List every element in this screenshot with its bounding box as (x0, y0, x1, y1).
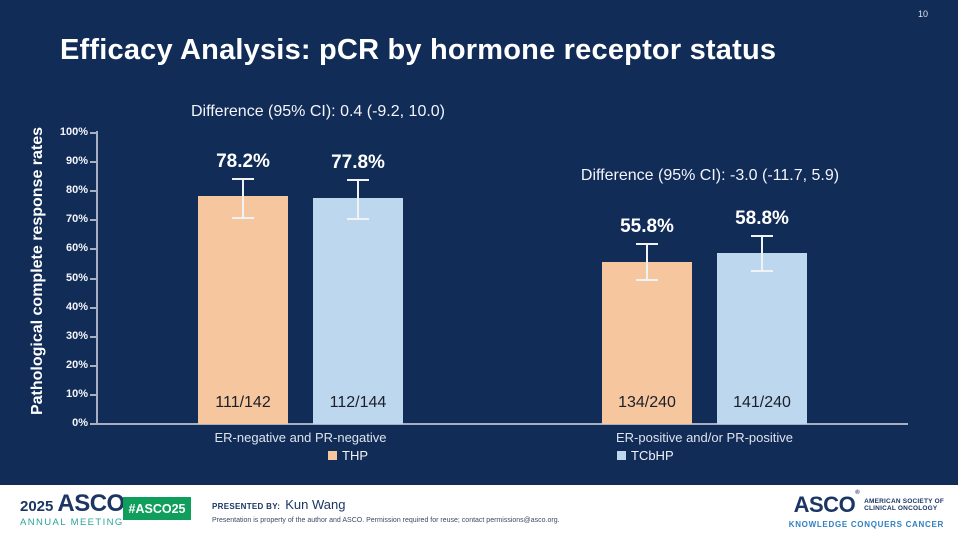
page-number: 10 (917, 9, 928, 19)
count-label: 141/240 (733, 393, 791, 411)
society-line1: AMERICAN SOCIETY OF (864, 497, 944, 505)
error-bar-stem (242, 177, 244, 220)
y-tick-label: 70% (65, 213, 88, 226)
y-tick-label: 30% (65, 329, 88, 342)
value-label: 58.8% (735, 207, 789, 229)
meeting-year: 2025 (20, 498, 54, 515)
difference-annotation-er-positive: Difference (95% CI): -3.0 (-11.7, 5.9) (580, 167, 840, 184)
y-tick-mark (90, 335, 97, 338)
society-name: AMERICAN SOCIETY OF CLINICAL ONCOLOGY (864, 498, 944, 513)
y-tick-mark (90, 161, 97, 164)
asco-wordmark-right: ASCO® (793, 490, 860, 517)
difference-annotation-er-negative: Difference (95% CI): 0.4 (-9.2, 10.0) (190, 103, 446, 120)
value-label: 77.8% (331, 151, 385, 173)
y-tick-label: 50% (65, 271, 88, 284)
society-line2: CLINICAL ONCOLOGY (864, 505, 938, 512)
y-tick-mark (90, 306, 97, 309)
plot-area: 111/142 78.2% 134/240 55.8% 112/144 77.8% 141/… (59, 126, 807, 429)
asco-tagline: KNOWLEDGE CONQUERS CANCER (788, 520, 944, 529)
y-tick-label: 100% (59, 126, 88, 138)
error-bar (751, 234, 773, 272)
hashtag-badge: #ASCO25 (123, 497, 191, 520)
asco-society-logo: ASCO® AMERICAN SOCIETY OF CLINICAL ONCOL… (788, 490, 944, 529)
error-bar-stem (761, 234, 763, 272)
y-tick-label: 0% (72, 417, 88, 429)
x-axis-line (96, 423, 908, 425)
legend-swatch-thp (328, 451, 337, 460)
y-tick-label: 20% (65, 358, 88, 371)
error-bar (347, 178, 369, 221)
legend-label-thp: THP (342, 448, 368, 463)
y-tick-mark (90, 423, 97, 425)
y-tick-label: 60% (65, 242, 88, 255)
y-tick-mark (90, 132, 97, 134)
legend-item-thp: THP (328, 448, 368, 463)
count-label: 112/144 (329, 393, 387, 411)
y-tick-mark (90, 190, 97, 193)
slide-title: Efficacy Analysis: pCR by hormone recept… (60, 34, 777, 66)
error-bar-stem (646, 243, 648, 281)
error-bar (636, 243, 658, 281)
bar-tcbhp-group1: 112/144 (313, 197, 403, 424)
asco-wordmark-left: ASCO® (57, 492, 129, 516)
footer: 2025 ASCO® ANNUAL MEETING #ASCO25 PRESEN… (0, 485, 958, 539)
legend-label-tcbhp: TCbHP (631, 448, 674, 463)
count-label: 111/142 (215, 393, 271, 411)
y-tick-mark (90, 364, 97, 367)
bar-thp-group2: 134/240 (602, 261, 692, 424)
legend-swatch-tcbhp (617, 451, 626, 460)
y-tick-mark (90, 248, 97, 251)
presented-by-label: PRESENTED BY: (212, 502, 281, 511)
presenter-name: Kun Wang (285, 497, 346, 512)
value-label: 78.2% (216, 150, 270, 172)
permission-disclaimer: Presentation is property of the author a… (212, 517, 560, 524)
legend-item-tcbhp: TCbHP (617, 448, 674, 463)
y-tick-label: 40% (65, 300, 88, 313)
y-axis-line (96, 131, 98, 424)
y-tick-mark (90, 277, 97, 280)
presented-by-block: PRESENTED BY: Kun Wang Presentation is p… (212, 497, 560, 524)
y-tick-label: 90% (65, 155, 88, 168)
y-tick-mark (90, 393, 97, 396)
error-bar-stem (357, 178, 359, 221)
value-label: 55.8% (620, 216, 674, 237)
annual-meeting-label: ANNUAL MEETING (20, 517, 124, 528)
bar-thp-group1: 111/142 (198, 196, 288, 424)
y-tick-label: 80% (65, 184, 88, 197)
registered-mark-icon: ® (855, 490, 860, 496)
error-bar (232, 177, 254, 220)
category-label-er-negative: ER-negative and PR-negative (214, 430, 387, 445)
y-tick-mark (90, 219, 97, 222)
y-tick-label: 10% (65, 387, 88, 400)
count-label: 134/240 (618, 393, 676, 411)
asco-annual-meeting-logo: 2025 ASCO® ANNUAL MEETING (20, 492, 129, 529)
bar-tcbhp-group2: 141/240 (717, 252, 807, 424)
category-label-er-positive: ER-positive and/or PR-positive (615, 430, 794, 445)
